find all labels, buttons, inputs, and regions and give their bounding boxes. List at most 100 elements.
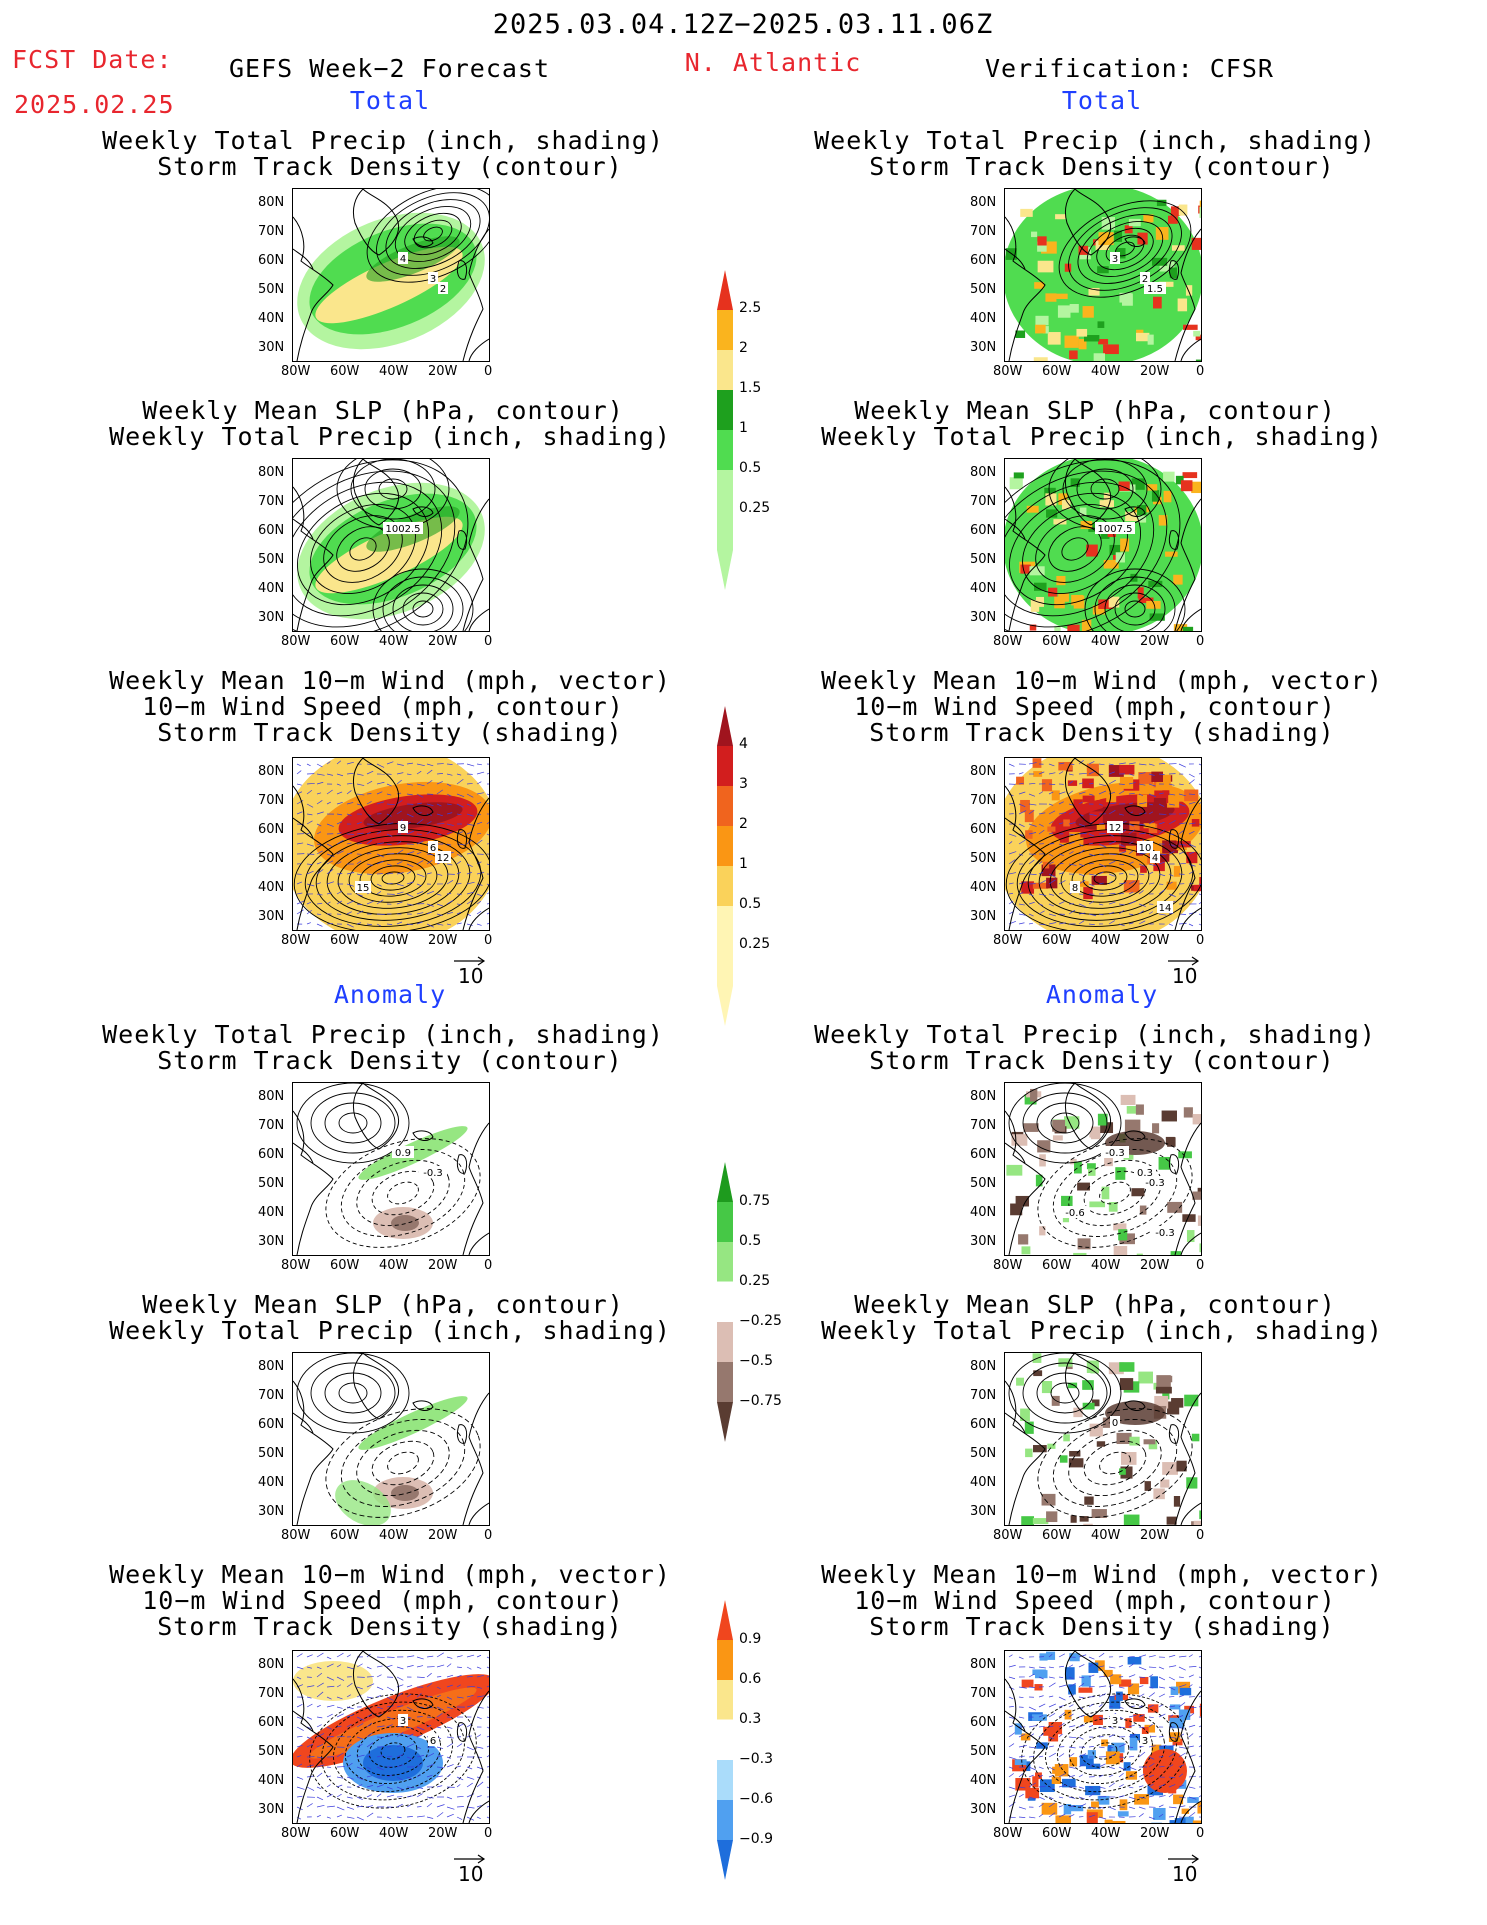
shaded-cell xyxy=(1199,876,1201,886)
shaded-cell xyxy=(1020,799,1030,813)
shaded-cell xyxy=(1101,529,1110,539)
panel-title-line: Storm Track Density (contour) xyxy=(157,1046,623,1075)
shaded-cell xyxy=(1114,230,1123,242)
shaded-cell xyxy=(1166,881,1177,890)
shaded-cell xyxy=(1034,1684,1043,1691)
shaded-cell xyxy=(1197,1801,1201,1814)
shaded-cell xyxy=(1169,1717,1185,1729)
contour-label: -0.3 xyxy=(1141,1176,1169,1189)
shaded-cell xyxy=(1195,334,1201,341)
shaded-cell xyxy=(1186,1477,1198,1489)
lon-tick-label: 0 xyxy=(484,1528,493,1543)
shaded-cell xyxy=(1146,600,1161,609)
contour-label-text: 2 xyxy=(440,284,446,295)
reference-vector-label: 10 xyxy=(458,1862,484,1886)
contour-lines xyxy=(1008,1353,1122,1434)
shaded-cell xyxy=(1199,206,1201,218)
shaded-cell xyxy=(1158,1156,1171,1170)
shaded-cell xyxy=(1082,795,1095,803)
lon-tick-label: 20W xyxy=(1140,364,1170,379)
shaded-cell xyxy=(1021,1246,1031,1255)
contour-label-text: 3 xyxy=(400,1716,406,1727)
shaded-cell xyxy=(1116,1432,1132,1445)
shaded-cell xyxy=(1167,215,1178,224)
colorbar-segment xyxy=(717,310,733,350)
shaded-cell xyxy=(1173,1794,1184,1805)
section-total-left: Total xyxy=(349,86,431,115)
shaded-cell xyxy=(1195,359,1201,361)
shaded-cell xyxy=(1092,605,1105,615)
panel-title-line: Weekly Mean SLP (hPa, contour) xyxy=(854,396,1336,425)
colorbar-segment xyxy=(717,786,733,826)
shaded-cell xyxy=(1088,1168,1096,1176)
contour-lines xyxy=(296,1353,410,1434)
shaded-cell xyxy=(1088,1662,1099,1673)
shaded-cell xyxy=(1055,1815,1071,1823)
shaded-cell xyxy=(1062,1778,1076,1788)
contour-label-text: -0.3 xyxy=(1105,1148,1125,1159)
shaded-cell xyxy=(1033,1370,1043,1377)
shaded-cell xyxy=(1119,1468,1126,1475)
shaded-cell xyxy=(1140,865,1147,873)
shaded-cell xyxy=(1039,1779,1055,1793)
panel-title-line: Weekly Total Precip (inch, shading) xyxy=(821,1316,1383,1345)
shaded-cell xyxy=(1111,1742,1125,1753)
lon-tick-label: 0 xyxy=(1196,364,1205,379)
shaded-cell xyxy=(1101,1739,1108,1747)
shaded-cell xyxy=(1081,619,1092,631)
shaded-cell xyxy=(1086,1812,1098,1823)
shaded-cell xyxy=(1163,471,1175,482)
coastline xyxy=(293,1353,489,1525)
shaded-cell xyxy=(1046,1511,1058,1523)
shaded-cell xyxy=(1169,1704,1181,1710)
shaded-cell xyxy=(1053,519,1067,525)
lon-tick-label: 60W xyxy=(330,634,360,649)
colorbar-segment xyxy=(717,1202,733,1242)
fcst-date-value: 2025.02.25 xyxy=(14,90,175,119)
shaded-cell xyxy=(1176,1460,1187,1472)
verification-anomaly-slp-precip: 0 xyxy=(1004,1352,1202,1526)
contour-label-text: 0 xyxy=(1112,1418,1118,1429)
shaded-cell xyxy=(1127,1656,1142,1665)
shaded-cell xyxy=(1119,1378,1134,1390)
date-range-title: 2025.03.04.12Z−2025.03.11.06Z xyxy=(492,9,994,40)
lat-tick-label: 70N xyxy=(258,1118,285,1133)
shaded-region xyxy=(391,1215,419,1231)
shaded-cell xyxy=(1036,596,1044,607)
shaded-cell xyxy=(1144,1724,1156,1733)
lat-tick-label: 30N xyxy=(258,1504,285,1519)
shaded-cell xyxy=(1149,613,1165,621)
shaded-cell xyxy=(1046,877,1058,889)
shaded-cell xyxy=(1141,1726,1149,1737)
shaded-cell xyxy=(1079,1754,1094,1767)
contour-label: -0.3 xyxy=(419,1166,447,1179)
lat-tick-label: 30N xyxy=(258,610,285,625)
shaded-cell xyxy=(1069,304,1079,313)
shaded-cell xyxy=(1037,260,1054,273)
colorbar-segment xyxy=(717,1162,733,1202)
contour-label: 3 xyxy=(1140,1734,1150,1747)
shaded-cell xyxy=(1143,214,1154,223)
lon-tick-label: 20W xyxy=(428,364,458,379)
colorbar-segment xyxy=(717,826,733,866)
shaded-cell xyxy=(1151,1744,1162,1757)
lat-tick-label: 40N xyxy=(970,311,997,326)
colorbar-label: 3 xyxy=(739,776,748,792)
shaded-cell xyxy=(1113,1245,1128,1255)
shaded-cell xyxy=(1083,335,1100,342)
shaded-cell xyxy=(1152,1123,1160,1134)
contour-label-text: 0.9 xyxy=(395,1148,411,1159)
shaded-cell xyxy=(1158,281,1174,287)
arrow-head xyxy=(477,956,486,966)
shaded-cell xyxy=(1103,1669,1113,1677)
shaded-cell xyxy=(1009,477,1023,490)
contour-label: 3 xyxy=(1110,252,1120,265)
colorbar-label: 2.5 xyxy=(739,300,762,316)
shaded-cell xyxy=(1193,330,1201,337)
lat-tick-label: 60N xyxy=(258,253,285,268)
shaded-cell xyxy=(1192,1820,1201,1823)
contour-label: -0.3 xyxy=(1101,1146,1129,1159)
shaded-cell xyxy=(1151,490,1160,502)
panel-title-line: 10−m Wind Speed (mph, contour) xyxy=(854,1586,1336,1615)
shaded-cell xyxy=(1155,1386,1172,1394)
